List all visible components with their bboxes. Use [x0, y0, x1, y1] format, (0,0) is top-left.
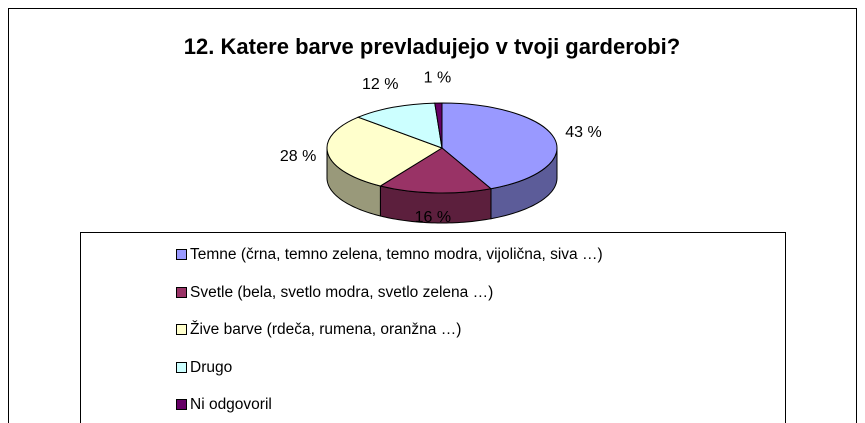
- legend-label: Svetle (bela, svetlo modra, svetlo zelen…: [190, 284, 493, 301]
- legend-swatch: [176, 249, 187, 260]
- pie-slice: [441, 102, 558, 190]
- pie-slice: [356, 102, 443, 149]
- pie-slice: [326, 116, 444, 187]
- legend-label: Ni odgovoril: [190, 396, 272, 413]
- chart-title: 12. Katere barve prevladujejo v tvoji ga…: [184, 34, 680, 59]
- data-label: 12 %: [362, 76, 398, 93]
- legend-swatch: [176, 287, 187, 298]
- data-label: 28 %: [280, 148, 316, 165]
- legend-label: Drugo: [190, 359, 232, 376]
- pie-slice: [379, 147, 493, 194]
- legend-swatch: [176, 362, 187, 373]
- pie-slice: [434, 102, 443, 149]
- data-label: 16 %: [415, 209, 451, 226]
- legend-swatch: [176, 324, 187, 335]
- legend-box: [80, 232, 786, 423]
- legend-swatch: [176, 399, 187, 410]
- legend-label: Žive barve (rdeča, rumena, oranžna …): [190, 321, 461, 338]
- legend-label: Temne (črna, temno zelena, temno modra, …: [190, 246, 603, 263]
- data-label: 1 %: [424, 69, 452, 86]
- data-label: 43 %: [565, 124, 601, 141]
